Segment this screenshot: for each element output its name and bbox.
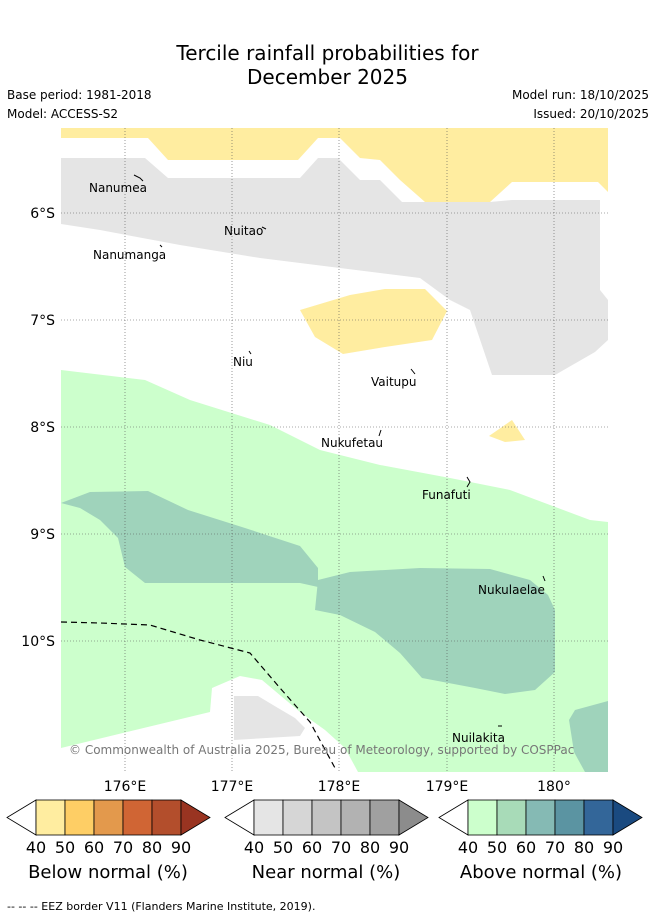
colorbar-tick-label: 60 bbox=[516, 838, 536, 857]
colorbar-near-label: Near normal (%) bbox=[251, 862, 401, 883]
colorbar-under-arrow bbox=[438, 799, 469, 836]
colorbar-tick-label: 90 bbox=[171, 838, 191, 857]
colorbar-swatch bbox=[282, 799, 313, 836]
base-period: Base period: 1981-2018 bbox=[7, 88, 152, 102]
colorbar-swatch bbox=[525, 799, 556, 836]
colorbar-tick-label: 60 bbox=[302, 838, 322, 857]
place-nukufetau: Nukufetau bbox=[321, 436, 383, 450]
colorbar-over-arrow bbox=[180, 799, 211, 836]
place-nuitao: Nuitao bbox=[224, 224, 263, 238]
colorbar-tick-label: 40 bbox=[244, 838, 264, 857]
colorbar-swatch bbox=[467, 799, 498, 836]
colorbar-near-normal: 40 50 60 70 80 90 bbox=[224, 799, 429, 857]
colorbar-swatch bbox=[369, 799, 400, 836]
colorbar-swatch bbox=[122, 799, 153, 836]
colorbar-above-label: Above normal (%) bbox=[459, 862, 623, 883]
colorbar-tick-label: 50 bbox=[487, 838, 507, 857]
colorbar-swatch bbox=[253, 799, 284, 836]
colorbar-over-arrow bbox=[612, 799, 643, 836]
below-normal-40-region-east bbox=[489, 420, 525, 442]
lat-label-6s: 6°S bbox=[30, 206, 55, 222]
place-niu: Niu bbox=[233, 355, 253, 369]
lat-label-8s: 8°S bbox=[30, 420, 55, 436]
lon-label-178e: 178°E bbox=[318, 779, 361, 795]
lon-label-177e: 177°E bbox=[211, 779, 254, 795]
colorbar-below-normal: 40 50 60 70 80 90 bbox=[6, 799, 211, 857]
colorbar-under-arrow bbox=[6, 799, 37, 836]
colorbar-tick-label: 40 bbox=[26, 838, 46, 857]
colorbar-swatch bbox=[64, 799, 95, 836]
chart-title-line2: December 2025 bbox=[247, 65, 408, 89]
colorbar-over-arrow bbox=[398, 799, 429, 836]
chart-title-line1: Tercile rainfall probabilities for bbox=[176, 41, 479, 65]
place-nuilakita: Nuilakita bbox=[452, 731, 505, 745]
colorbar-tick-label: 70 bbox=[113, 838, 133, 857]
place-nanumanga: Nanumanga bbox=[93, 248, 166, 262]
colorbar-swatch bbox=[554, 799, 585, 836]
colorbar-above-normal: 40 50 60 70 80 90 bbox=[438, 799, 643, 857]
near-normal-40-region-south bbox=[234, 696, 305, 740]
colorbar-tick-label: 80 bbox=[142, 838, 162, 857]
eez-legend-note: -- -- -- EEZ border V11 (Flanders Marine… bbox=[7, 900, 316, 913]
colorbar-tick-label: 90 bbox=[603, 838, 623, 857]
colorbar-tick-label: 70 bbox=[331, 838, 351, 857]
colorbar-swatch bbox=[311, 799, 342, 836]
below-normal-40-region-central bbox=[300, 289, 447, 354]
colorbar-swatch bbox=[93, 799, 124, 836]
colorbar-swatch bbox=[496, 799, 527, 836]
colorbar-swatch bbox=[35, 799, 66, 836]
colorbar-tick-label: 60 bbox=[84, 838, 104, 857]
place-nukulaelae: Nukulaelae bbox=[478, 583, 545, 597]
no-signal-region bbox=[61, 676, 358, 772]
model-name: Model: ACCESS-S2 bbox=[7, 107, 119, 121]
below-normal-40-region-north bbox=[61, 128, 608, 202]
colorbar-swatch bbox=[340, 799, 371, 836]
colorbar-tick-label: 80 bbox=[574, 838, 594, 857]
colorbar-tick-label: 80 bbox=[360, 838, 380, 857]
lat-label-7s: 7°S bbox=[30, 313, 55, 329]
lon-label-176e: 176°E bbox=[104, 779, 147, 795]
above-normal-50-region-southeast bbox=[569, 701, 608, 772]
colorbar-below-label: Below normal (%) bbox=[28, 862, 188, 883]
colorbar-swatch bbox=[583, 799, 614, 836]
model-run: Model run: 18/10/2025 bbox=[511, 88, 649, 102]
lat-label-9s: 9°S bbox=[30, 527, 55, 543]
lon-label-180: 180° bbox=[537, 779, 571, 795]
colorbar-swatch bbox=[151, 799, 182, 836]
lon-label-179e: 179°E bbox=[426, 779, 469, 795]
colorbar-under-arrow bbox=[224, 799, 255, 836]
place-funafuti: Funafuti bbox=[422, 488, 471, 502]
copyright-notice: © Commonwealth of Australia 2025, Bureau… bbox=[69, 743, 574, 757]
colorbar-tick-label: 90 bbox=[389, 838, 409, 857]
island-markers bbox=[133, 174, 546, 727]
colorbar-tick-label: 70 bbox=[545, 838, 565, 857]
near-normal-40-region bbox=[61, 158, 608, 375]
map-gridlines bbox=[61, 128, 608, 772]
colorbar-tick-label: 50 bbox=[273, 838, 293, 857]
issued-date: Issued: 20/10/2025 bbox=[533, 107, 649, 121]
colorbar-tick-label: 40 bbox=[458, 838, 478, 857]
colorbar-tick-label: 50 bbox=[55, 838, 75, 857]
lat-label-10s: 10°S bbox=[21, 634, 55, 650]
above-normal-50-region-east bbox=[315, 568, 555, 694]
place-nanumea: Nanumea bbox=[89, 181, 147, 195]
place-vaitupu: Vaitupu bbox=[371, 375, 417, 389]
